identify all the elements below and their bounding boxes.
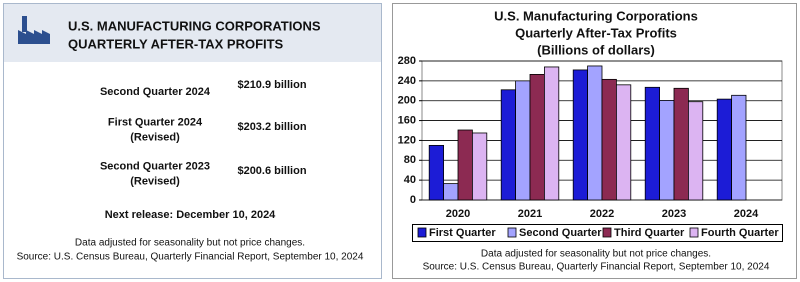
item-label: Second Quarter 2023 [100, 160, 210, 172]
bar [515, 80, 531, 201]
y-tick-label: 240 [398, 75, 416, 87]
legend-label: Fourth Quarter [701, 227, 779, 239]
item-value: $210.9 billion [237, 79, 306, 91]
bar [731, 94, 747, 201]
bar [616, 84, 632, 201]
chart-title: (Billions of dollars) [537, 42, 655, 57]
legend-label: Second Quarter [519, 227, 602, 239]
chart-title: U.S. Manufacturing Corporations [494, 8, 698, 23]
x-tick-label: 2022 [590, 208, 614, 220]
summary-header [4, 4, 381, 62]
summary-title: U.S. MANUFACTURING CORPORATIONS [68, 18, 321, 33]
bar [673, 87, 689, 201]
legend-swatch [602, 227, 612, 238]
item-value: $203.2 billion [237, 121, 306, 133]
chart-title: Quarterly After-Tax Profits [515, 25, 677, 40]
x-tick-label: 2023 [662, 208, 686, 220]
source: Source: U.S. Census Bureau, Quarterly Fi… [423, 262, 770, 273]
bar [587, 65, 603, 201]
y-tick-label: 40 [404, 174, 416, 186]
legend-label: Third Quarter [614, 227, 685, 239]
item-label: Second Quarter 2024 [100, 86, 211, 98]
bar [471, 132, 488, 201]
y-tick-label: 0 [410, 194, 416, 206]
bar [457, 129, 473, 201]
y-tick-label: 120 [398, 134, 416, 146]
legend-label: First Quarter [429, 227, 496, 239]
bar [644, 86, 661, 201]
bar [572, 69, 589, 201]
bar [601, 78, 617, 201]
bar [544, 66, 560, 201]
legend-swatch [417, 227, 427, 238]
bar [529, 74, 545, 201]
summary-title: QUARTERLY AFTER-TAX PROFITS [68, 36, 284, 51]
x-tick-label: 2024 [734, 208, 759, 220]
bar [716, 98, 733, 201]
y-tick-label: 160 [398, 114, 416, 126]
y-tick-label: 200 [398, 95, 416, 107]
bar [659, 100, 675, 201]
bar [688, 101, 704, 201]
note: Data adjusted for seasonality but not pr… [481, 249, 711, 260]
legend-swatch [689, 227, 699, 238]
item-label: (Revised) [130, 131, 180, 143]
item-label: (Revised) [130, 175, 180, 187]
x-tick-label: 2021 [518, 208, 542, 220]
x-tick-label: 2020 [446, 208, 470, 220]
bar [500, 89, 517, 201]
bar [428, 144, 445, 201]
y-tick-label: 280 [398, 55, 416, 67]
item-value: $200.6 billion [237, 165, 306, 177]
bar [443, 183, 459, 201]
next-release: Next release: December 10, 2024 [105, 209, 276, 221]
source: Source: U.S. Census Bureau, Quarterly Fi… [17, 252, 364, 263]
y-tick-label: 80 [404, 154, 416, 166]
factory-icon [18, 16, 50, 44]
item-label: First Quarter 2024 [108, 116, 203, 128]
legend-swatch [507, 227, 517, 238]
note: Data adjusted for seasonality but not pr… [75, 238, 305, 249]
